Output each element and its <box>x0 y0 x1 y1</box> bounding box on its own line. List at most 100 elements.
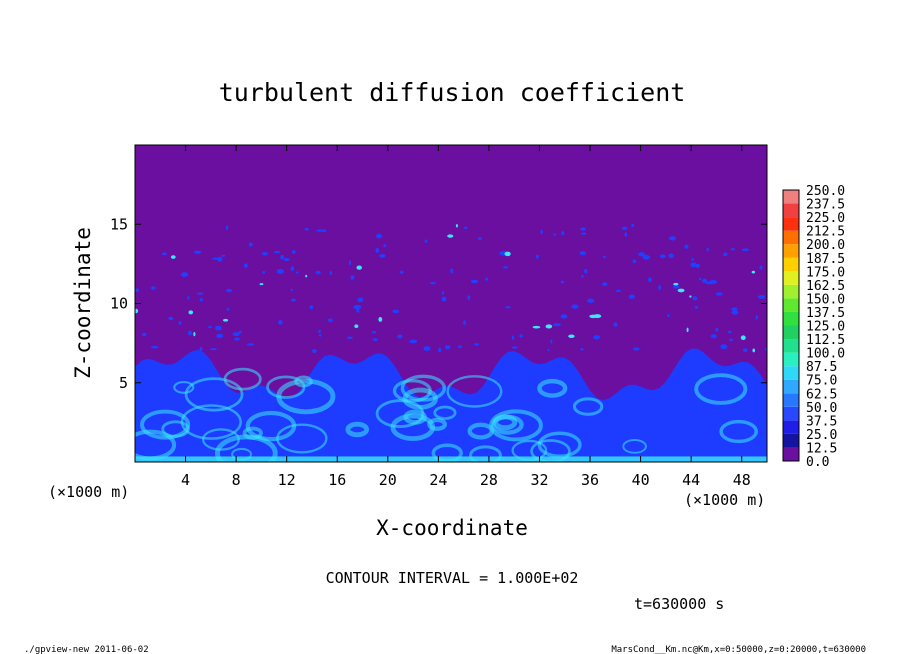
turbulent-blob <box>706 247 709 252</box>
eddy <box>294 375 313 388</box>
x-tick-label: 20 <box>379 471 397 489</box>
turbulent-blob <box>215 325 222 331</box>
x-tick-label: 16 <box>328 471 346 489</box>
x-unit-left: (×1000 m) <box>48 483 129 501</box>
colorbar-label: 200.0 <box>806 238 845 253</box>
turbulent-blob <box>571 304 579 309</box>
turbulent-blob <box>631 223 634 228</box>
surface-layer <box>135 456 767 462</box>
turbulent-blob <box>705 281 713 285</box>
turbulent-blob <box>580 227 586 231</box>
x-tick-label: 24 <box>429 471 447 489</box>
colorbar-label: 237.5 <box>806 198 845 213</box>
turbulent-blob <box>353 304 362 310</box>
turbulent-blob <box>372 338 378 341</box>
eddy <box>402 387 438 410</box>
turbulent-blob <box>467 295 471 300</box>
turbulent-blob <box>142 332 147 337</box>
turbulent-blob <box>728 338 734 341</box>
colorbar-swatch <box>783 244 799 258</box>
turbulent-blob <box>561 231 565 236</box>
turbulent-blob <box>290 266 295 272</box>
chart-title: turbulent diffusion coefficient <box>219 78 686 107</box>
turbulent-blob <box>589 314 598 319</box>
turbulent-blob <box>642 254 651 260</box>
eddy <box>390 413 436 441</box>
colorbar-label: 87.5 <box>806 360 837 375</box>
turbulent-blob <box>702 278 708 283</box>
turbulent-blob <box>379 254 386 258</box>
turbulent-blob <box>378 317 383 322</box>
colorbar-swatch <box>783 257 799 272</box>
turbulent-blob <box>632 259 637 264</box>
turbulent-blob <box>621 226 628 231</box>
turbulent-blob <box>450 268 454 274</box>
turbulent-blob <box>593 335 601 340</box>
turbulent-blob <box>280 254 285 260</box>
colorbar-swatch <box>783 447 799 461</box>
turbulent-blob <box>329 271 332 275</box>
turbulent-blob <box>579 251 587 256</box>
turbulent-blob <box>672 285 680 289</box>
y-axis-label: Z-coordinate <box>71 227 95 379</box>
turbulent-blob <box>221 254 226 257</box>
turbulent-blob <box>441 290 444 295</box>
turbulent-blob <box>348 260 352 266</box>
turbulent-blob <box>715 328 719 332</box>
turbulent-blob <box>503 266 509 269</box>
turbulent-blob <box>669 236 676 241</box>
colorbar-label: 137.5 <box>806 306 845 321</box>
eddy <box>375 399 425 428</box>
turbulent-blob <box>210 348 217 351</box>
turbulent-blob <box>715 292 723 296</box>
x-tick-label: 8 <box>232 471 241 489</box>
x-tick-label: 32 <box>530 471 548 489</box>
colorbar-swatch <box>783 339 799 353</box>
turbulent-blob <box>695 263 700 268</box>
footer-left: ./gpview-new 2011-06-02 <box>24 645 149 654</box>
turbulent-blob <box>295 271 299 274</box>
colorbar-swatch <box>783 433 799 448</box>
eddy <box>201 428 240 451</box>
turbulent-blob <box>519 334 523 338</box>
turbulent-blob <box>216 256 223 262</box>
turbulent-blob <box>535 254 539 259</box>
eddy <box>493 414 518 431</box>
turbulent-blob <box>315 270 321 275</box>
turbulent-blob <box>150 286 156 290</box>
colorbar-label: 25.0 <box>806 428 837 443</box>
turbulent-blob <box>309 305 314 310</box>
turbulent-blob <box>684 244 689 249</box>
colorbar-swatch <box>783 217 799 231</box>
turbulent-blob <box>580 348 584 351</box>
turbulent-blob <box>312 348 317 354</box>
turbulent-blob <box>710 334 717 339</box>
turbulent-blob <box>692 296 698 301</box>
turbulent-blob <box>658 285 662 290</box>
turbulent-blob <box>689 295 692 298</box>
turbulent-blob <box>199 346 203 352</box>
eddy <box>140 409 191 440</box>
turbulent-blob <box>357 297 364 303</box>
turbulent-blob <box>327 318 333 323</box>
turbulent-blob <box>292 250 296 254</box>
turbulent-blob <box>602 255 607 259</box>
eddy <box>245 410 297 442</box>
colorbar-label: 150.0 <box>806 292 845 307</box>
turbulent-blob <box>356 265 362 270</box>
colorbar-swatch <box>783 271 799 285</box>
x-tick-label: 44 <box>682 471 700 489</box>
footer-right: MarsCond__Km.nc@Km,x=0:50000,z=0:20000,t… <box>611 645 866 654</box>
turbulent-blob <box>261 251 268 256</box>
turbulent-blob <box>457 345 463 348</box>
turbulent-blob <box>371 330 377 334</box>
turbulent-blob <box>698 277 702 281</box>
turbulent-blob <box>188 310 194 315</box>
turbulent-blob <box>659 254 666 259</box>
turbulent-blob <box>276 269 284 274</box>
turbulent-blob <box>463 226 468 229</box>
eddy <box>433 405 457 420</box>
turbulent-blob <box>232 332 240 337</box>
colorbar-label: 12.5 <box>806 441 837 456</box>
turbulent-blob <box>731 310 739 315</box>
